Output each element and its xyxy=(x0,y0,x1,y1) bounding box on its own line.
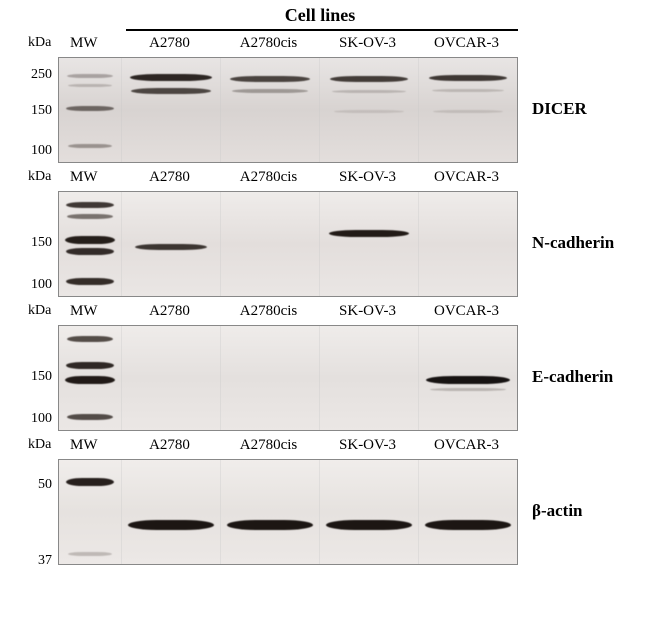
lane-label-ovcar-3: OVCAR-3 xyxy=(419,35,515,52)
blot-band xyxy=(329,230,409,237)
lane-label-a2780: A2780 xyxy=(122,303,218,320)
lane-label-a2780cis: A2780cis xyxy=(221,169,317,186)
lane-divider xyxy=(220,326,221,430)
blot-band xyxy=(66,278,114,285)
blot-band xyxy=(426,376,510,384)
lane-divider xyxy=(319,192,320,296)
lane-divider xyxy=(121,58,122,162)
blot-band xyxy=(130,74,212,81)
blot-band xyxy=(334,110,404,113)
blot-band xyxy=(128,520,214,530)
mw-tick: 150 xyxy=(24,369,52,385)
kda-unit-label: kDa xyxy=(28,437,51,453)
blot-band xyxy=(65,376,115,384)
blot-band xyxy=(429,75,507,81)
lane-label-ovcar-3: OVCAR-3 xyxy=(419,437,515,454)
lane-divider xyxy=(418,192,419,296)
mw-tick: 50 xyxy=(24,477,52,493)
blot-band xyxy=(227,520,313,530)
blot-band xyxy=(232,89,308,93)
kda-unit-label: kDa xyxy=(28,169,51,185)
lane-divider xyxy=(121,460,122,564)
blot-band xyxy=(66,478,114,486)
protein-label-ncadherin: N-cadherin xyxy=(532,233,614,253)
mw-tick: 250 xyxy=(24,67,52,83)
lane-label-a2780: A2780 xyxy=(122,437,218,454)
lane-divider xyxy=(418,326,419,430)
blot-membrane-dicer xyxy=(58,57,518,163)
blot-band xyxy=(432,89,504,92)
mw-tick: 150 xyxy=(24,103,52,119)
lane-divider xyxy=(220,58,221,162)
lane-label-sk-ov-3: SK-OV-3 xyxy=(320,437,416,454)
blot-band xyxy=(66,362,114,369)
blot-band xyxy=(67,74,113,78)
blot-band xyxy=(68,84,112,87)
lane-divider xyxy=(418,460,419,564)
lane-label-sk-ov-3: SK-OV-3 xyxy=(320,303,416,320)
blot-band xyxy=(230,76,310,82)
blot-membrane-ecadherin xyxy=(58,325,518,431)
mw-tick: 37 xyxy=(24,553,52,569)
header-underline xyxy=(126,29,518,31)
blot-band xyxy=(131,88,211,94)
blot-band xyxy=(67,336,113,342)
blot-membrane-actin xyxy=(58,459,518,565)
lane-divider xyxy=(220,192,221,296)
blot-band xyxy=(66,248,114,255)
blot-band xyxy=(433,110,503,113)
blot-band xyxy=(66,106,114,111)
protein-label-dicer: DICER xyxy=(532,99,587,119)
mw-column-label: MW xyxy=(70,303,98,320)
mw-tick: 100 xyxy=(24,277,52,293)
blot-band xyxy=(67,414,113,420)
lane-label-sk-ov-3: SK-OV-3 xyxy=(320,35,416,52)
mw-column-label: MW xyxy=(70,437,98,454)
blot-membrane-ncadherin xyxy=(58,191,518,297)
protein-label-ecadherin: E-cadherin xyxy=(532,367,613,387)
kda-unit-label: kDa xyxy=(28,35,51,51)
lane-divider xyxy=(319,326,320,430)
mw-column-label: MW xyxy=(70,169,98,186)
lane-label-a2780cis: A2780cis xyxy=(221,35,317,52)
kda-unit-label: kDa xyxy=(28,303,51,319)
header-title: Cell lines xyxy=(210,5,430,26)
lane-divider xyxy=(319,460,320,564)
protein-label-actin: β-actin xyxy=(532,501,583,521)
blot-band xyxy=(68,552,112,556)
blot-band xyxy=(330,76,408,82)
lane-divider xyxy=(220,460,221,564)
lane-label-a2780: A2780 xyxy=(122,169,218,186)
blot-band xyxy=(332,90,406,93)
lane-label-ovcar-3: OVCAR-3 xyxy=(419,303,515,320)
blot-band xyxy=(135,244,207,250)
lane-label-ovcar-3: OVCAR-3 xyxy=(419,169,515,186)
mw-column-label: MW xyxy=(70,35,98,52)
blot-band xyxy=(67,214,113,219)
mw-tick: 150 xyxy=(24,235,52,251)
lane-divider xyxy=(121,192,122,296)
lane-divider xyxy=(418,58,419,162)
lane-label-a2780cis: A2780cis xyxy=(221,303,317,320)
lane-divider xyxy=(121,326,122,430)
blot-band xyxy=(68,144,112,148)
blot-band xyxy=(425,520,511,530)
mw-tick: 100 xyxy=(24,143,52,159)
blot-band xyxy=(66,202,114,208)
blot-band xyxy=(65,236,115,244)
mw-tick: 100 xyxy=(24,411,52,427)
blot-band xyxy=(326,520,412,530)
lane-label-a2780cis: A2780cis xyxy=(221,437,317,454)
lane-divider xyxy=(319,58,320,162)
lane-label-a2780: A2780 xyxy=(122,35,218,52)
blot-band xyxy=(430,388,506,391)
lane-label-sk-ov-3: SK-OV-3 xyxy=(320,169,416,186)
